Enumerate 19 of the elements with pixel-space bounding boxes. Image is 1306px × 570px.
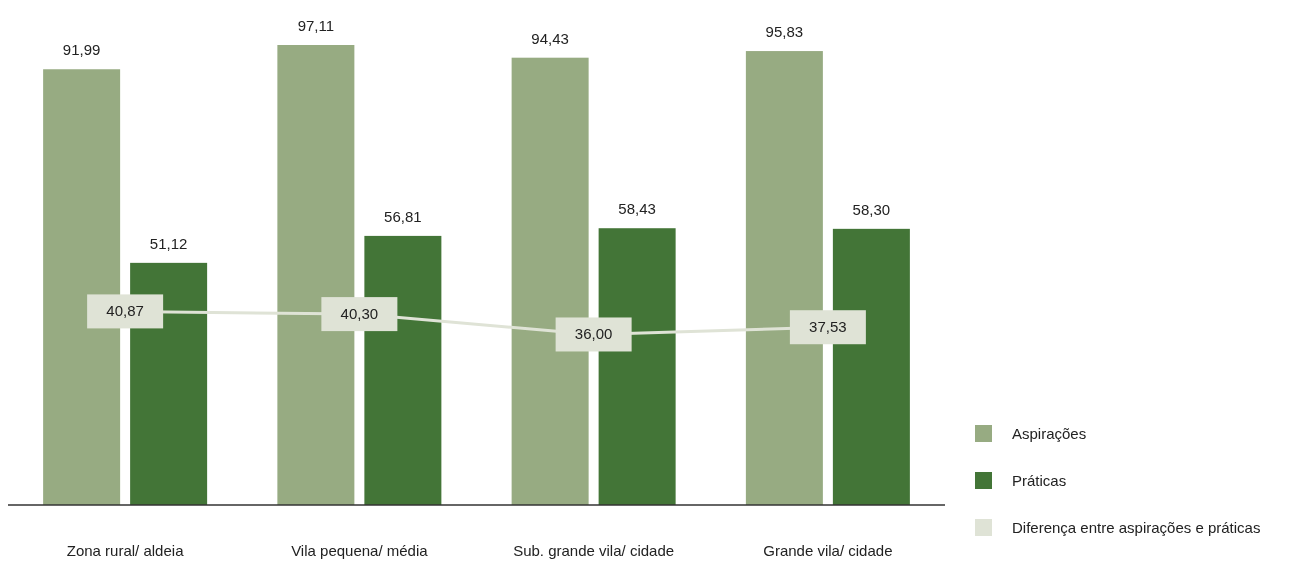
data-label: 40,87	[106, 302, 144, 320]
data-label: 37,53	[809, 318, 847, 336]
x-tick-label: Sub. grande vila/ cidade	[513, 542, 675, 559]
data-label: 58,43	[618, 200, 656, 218]
legend-label: Aspirações	[1012, 425, 1087, 442]
data-label: 56,81	[384, 207, 422, 225]
data-label: 40,30	[340, 305, 379, 323]
data-label: 95,83	[765, 23, 804, 41]
data-label: 91,99	[62, 41, 101, 59]
data-label: 94,43	[531, 29, 569, 47]
data-label: 51,12	[149, 234, 188, 252]
x-tick-label: Grande vila/ cidade	[763, 542, 893, 559]
legend-label: Práticas	[1012, 472, 1067, 489]
x-tick-label: Vila pequena/ média	[291, 542, 429, 559]
data-label: 97,11	[297, 17, 335, 34]
legend-label: Diferença entre aspirações e práticas	[1012, 519, 1261, 536]
data-label: 58,30	[852, 200, 891, 218]
x-tick-label: Zona rural/ aldeia	[66, 542, 185, 559]
data-label: 36,00	[574, 325, 613, 343]
